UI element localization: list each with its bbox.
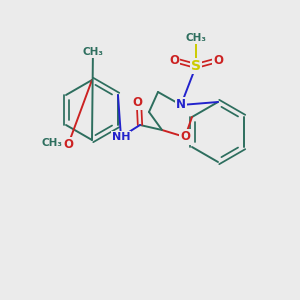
Text: O: O xyxy=(132,95,142,109)
Text: O: O xyxy=(63,139,73,152)
Text: NH: NH xyxy=(112,132,130,142)
Text: CH₃: CH₃ xyxy=(185,33,206,43)
Text: CH₃: CH₃ xyxy=(82,47,103,57)
Text: O: O xyxy=(213,53,223,67)
Text: S: S xyxy=(191,59,201,73)
Text: O: O xyxy=(169,53,179,67)
Text: N: N xyxy=(176,98,186,112)
Text: O: O xyxy=(180,130,190,143)
Text: CH₃: CH₃ xyxy=(41,138,62,148)
